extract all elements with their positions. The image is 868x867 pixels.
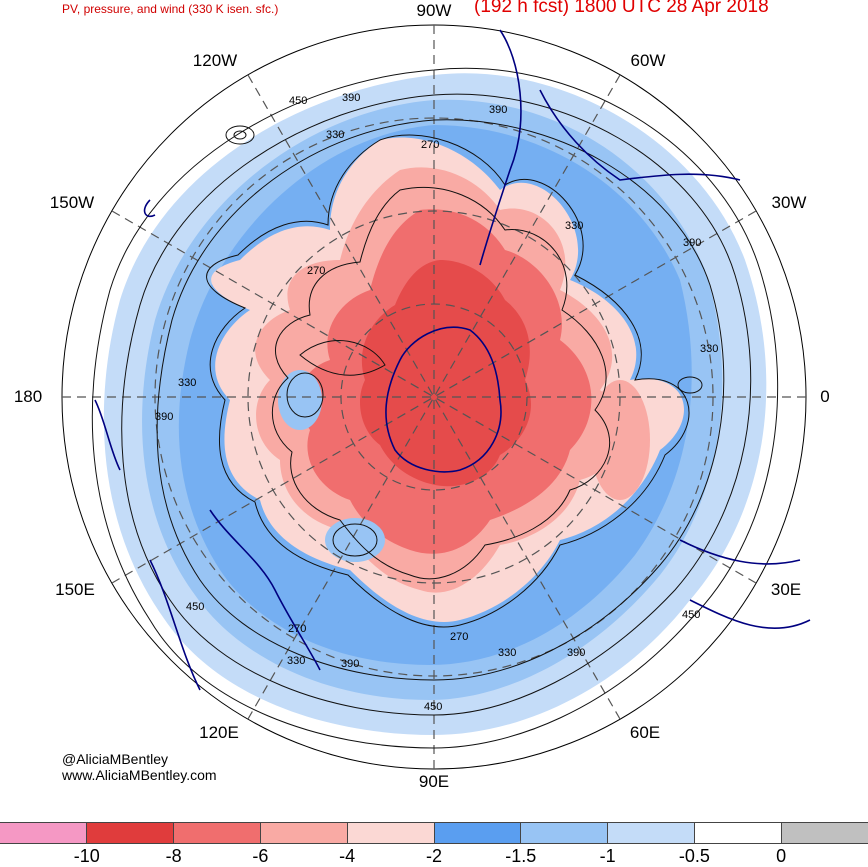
colorbar-segment (695, 823, 783, 843)
contour-label: 330 (700, 343, 718, 355)
colorbar-segment (521, 823, 609, 843)
lon-label-30e: 30E (770, 580, 802, 599)
contour-label: 390 (567, 647, 585, 659)
contour-label: 330 (498, 647, 516, 659)
map-title: PV, pressure, and wind (330 K isen. sfc.… (62, 2, 279, 16)
lon-label-120e: 120E (199, 723, 239, 742)
contour-label: 330 (287, 655, 305, 667)
colorbar-label: -1.5 (505, 846, 537, 866)
lon-label-0: 0 (820, 387, 830, 406)
contour-label-group: 450 390 390 330 270 330 390 270 330 330 … (155, 92, 718, 713)
contour-label: 390 (489, 104, 507, 116)
author-handle: @AliciaMBentley (62, 751, 169, 767)
polar-map: 450 390 390 330 270 330 390 270 330 330 … (61, 24, 811, 770)
lon-label-60w: 60W (630, 51, 666, 70)
colorbar-label: -10 (73, 846, 100, 866)
contour-label: 390 (341, 658, 359, 670)
contour-label: 390 (683, 237, 701, 249)
contour-label: 450 (186, 601, 204, 613)
colorbar-segment (347, 823, 435, 843)
colorbar-segment (86, 823, 174, 843)
contour-label: 330 (178, 377, 196, 389)
colorbar-label: -0.5 (678, 846, 710, 866)
contour-label: 270 (307, 265, 325, 277)
colorbar-label: -6 (252, 846, 269, 866)
colorbar-segment (260, 823, 348, 843)
lon-label-90w: 90W (416, 1, 452, 20)
pressure-contours (91, 67, 779, 749)
lon-label-30w: 30W (771, 193, 807, 212)
forecast-time-title: (192 h fcst) 1800 UTC 28 Apr 2018 (474, 0, 769, 17)
colorbar-segment (782, 823, 868, 843)
lon-label-60e: 60E (629, 723, 661, 742)
lon-label-150w: 150W (49, 193, 95, 212)
colorbar-label: -8 (165, 846, 182, 866)
colorbar-label: 0 (776, 846, 787, 866)
contour-label: 330 (565, 220, 583, 232)
contour-label: 450 (424, 701, 442, 713)
colorbar-segment (434, 823, 522, 843)
contour-label: 450 (289, 95, 307, 107)
coastlines (94, 29, 811, 691)
colorbar-label: -2 (425, 846, 443, 866)
author-website: www.AliciaMBentley.com (62, 767, 217, 783)
lon-label-90e: 90E (418, 772, 450, 791)
colorbar-label: -4 (339, 846, 356, 866)
pv-field (103, 73, 767, 735)
contour-label: 450 (682, 609, 700, 621)
lon-label-120w: 120W (192, 51, 238, 70)
lon-label-150e: 150E (55, 580, 95, 599)
lon-label-180: 180 (13, 387, 43, 406)
contour-label: 270 (288, 623, 306, 635)
colorbar-segment (608, 823, 696, 843)
contour-label: 270 (421, 139, 439, 151)
colorbar-segment (0, 823, 87, 843)
colorbar-label: -1 (599, 846, 616, 866)
contour-label: 390 (342, 92, 360, 104)
contour-label: 390 (155, 411, 173, 423)
colorbar-segment (173, 823, 261, 843)
graticule (62, 25, 806, 769)
contour-label: 330 (326, 129, 344, 141)
contour-label: 270 (450, 631, 468, 643)
pv-colorbar (0, 822, 868, 844)
